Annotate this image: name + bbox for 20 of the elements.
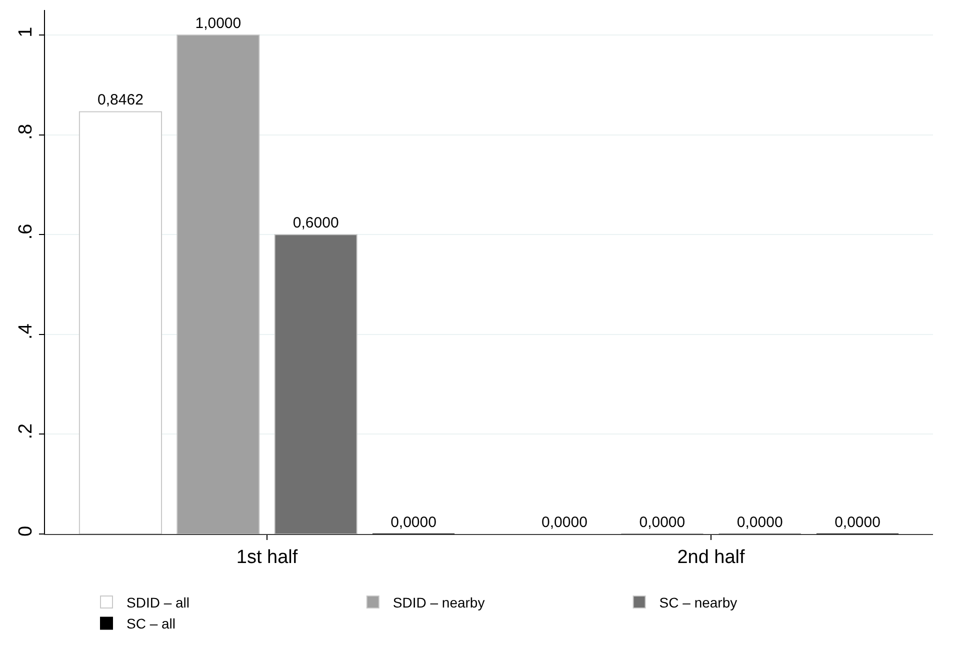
x-tick-label: 1st half: [236, 546, 298, 568]
data-label: 0,0000: [834, 514, 880, 531]
y-tick-label: 0: [15, 526, 36, 536]
data-label: 0,0000: [390, 514, 436, 531]
legend-label: SC – nearby: [659, 594, 738, 610]
y-tick-label: .6: [15, 224, 36, 240]
y-tick-label: .8: [15, 124, 36, 140]
legend-label: SC – all: [126, 616, 176, 632]
data-label: 0,0000: [542, 514, 588, 531]
data-label: 0,6000: [292, 214, 339, 232]
y-tick-label: 1: [15, 26, 36, 38]
data-label: 0,0000: [639, 514, 686, 531]
y-tick-label: .4: [15, 323, 36, 340]
data-label: 0,8462: [98, 92, 144, 109]
data-label: 0,0000: [736, 514, 783, 531]
legend-label: SDID – all: [126, 594, 190, 610]
y-tick-label: .2: [15, 423, 36, 440]
data-label: 1,0000: [195, 14, 242, 32]
legend-label: SDID – nearby: [392, 594, 485, 610]
x-tick-label: 2nd half: [677, 546, 746, 568]
